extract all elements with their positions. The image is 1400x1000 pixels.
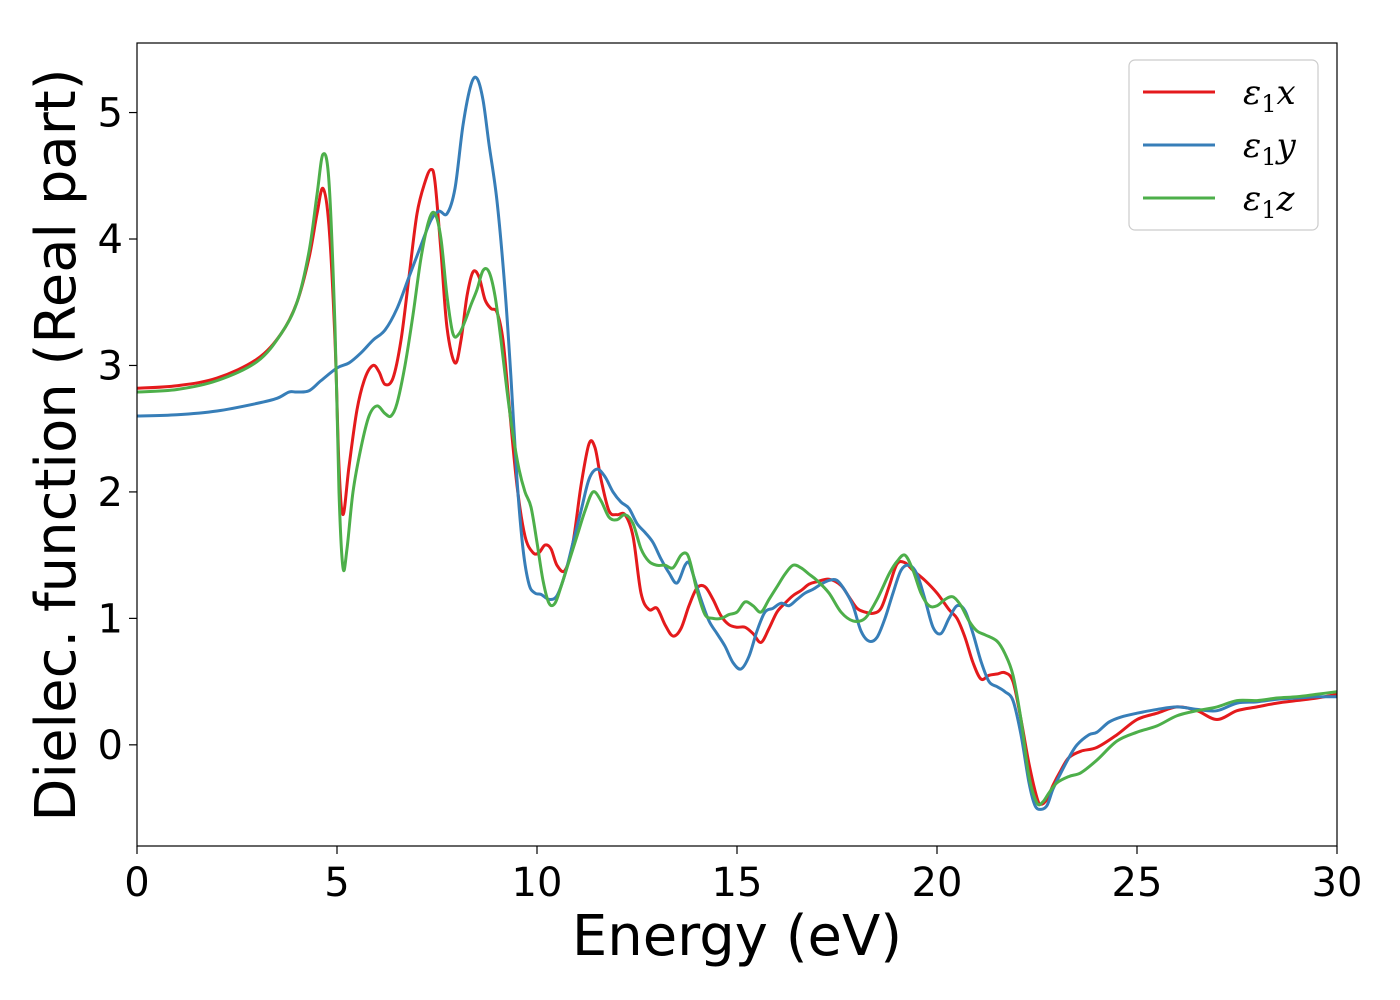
legend-variable: y: [1275, 126, 1297, 166]
legend-label-y: ε1y: [1243, 126, 1297, 171]
legend-subscript: 1: [1261, 143, 1276, 171]
x-tick-label: 10: [512, 860, 563, 906]
y-axis-label: Dielec. function (Real part): [24, 68, 89, 821]
legend-box: [1128, 59, 1319, 231]
legend-label-z: ε1z: [1243, 179, 1296, 224]
series-line-y: [137, 75, 1337, 811]
legend-epsilon: ε: [1243, 126, 1261, 166]
y-tick-label: 5: [98, 91, 123, 137]
legend-variable: x: [1277, 73, 1296, 113]
x-tick-label: 30: [1312, 860, 1363, 906]
y-tick-label: 4: [98, 217, 123, 263]
y-tick-label: 2: [98, 470, 123, 516]
x-tick-label: 25: [1112, 860, 1163, 906]
x-tick-label: 5: [324, 860, 349, 906]
series-layer: [137, 75, 1337, 811]
y-axis: 0 1 2 3 4 5: [98, 91, 137, 769]
y-tick-label: 1: [98, 596, 123, 642]
legend-subscript: 1: [1261, 90, 1276, 118]
x-axis: 0 5 10 15 20 25 30: [124, 846, 1362, 906]
x-tick-label: 20: [912, 860, 963, 906]
series-line-z: [137, 152, 1337, 807]
x-tick-label: 0: [124, 860, 149, 906]
legend-subscript: 1: [1261, 196, 1276, 224]
x-tick-label: 15: [712, 860, 763, 906]
legend-label-x: ε1x: [1243, 73, 1296, 118]
legend-epsilon: ε: [1243, 179, 1261, 219]
legend-epsilon: ε: [1243, 73, 1261, 113]
y-tick-label: 3: [98, 343, 123, 389]
legend-variable: z: [1276, 179, 1296, 219]
y-tick-label: 0: [98, 723, 123, 769]
x-axis-label: Energy (eV): [572, 904, 902, 969]
